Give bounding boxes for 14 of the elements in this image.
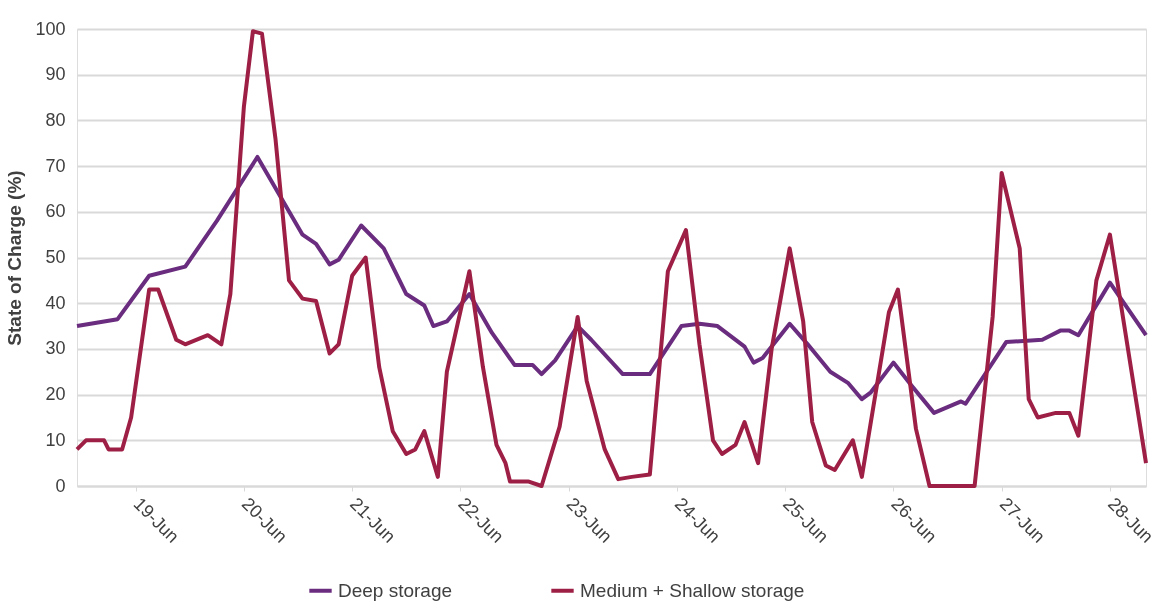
- y-tick-label: 60: [45, 201, 66, 222]
- y-tick-label: 10: [45, 429, 66, 450]
- y-tick-label: 50: [45, 247, 66, 267]
- legend-label: Deep storage: [338, 579, 453, 601]
- y-tick-label: 80: [45, 109, 66, 130]
- legend-label: Medium + Shallow storage: [580, 579, 805, 601]
- y-tick-label: 20: [45, 384, 66, 405]
- y-tick-label: 30: [45, 338, 66, 359]
- y-tick-label: 90: [45, 64, 66, 85]
- y-tick-label: 100: [35, 18, 66, 39]
- y-axis-title: State of Charge (%): [4, 170, 26, 346]
- y-tick-label: 0: [55, 475, 66, 496]
- y-tick-label: 70: [45, 155, 66, 176]
- y-tick-label: 40: [45, 292, 66, 313]
